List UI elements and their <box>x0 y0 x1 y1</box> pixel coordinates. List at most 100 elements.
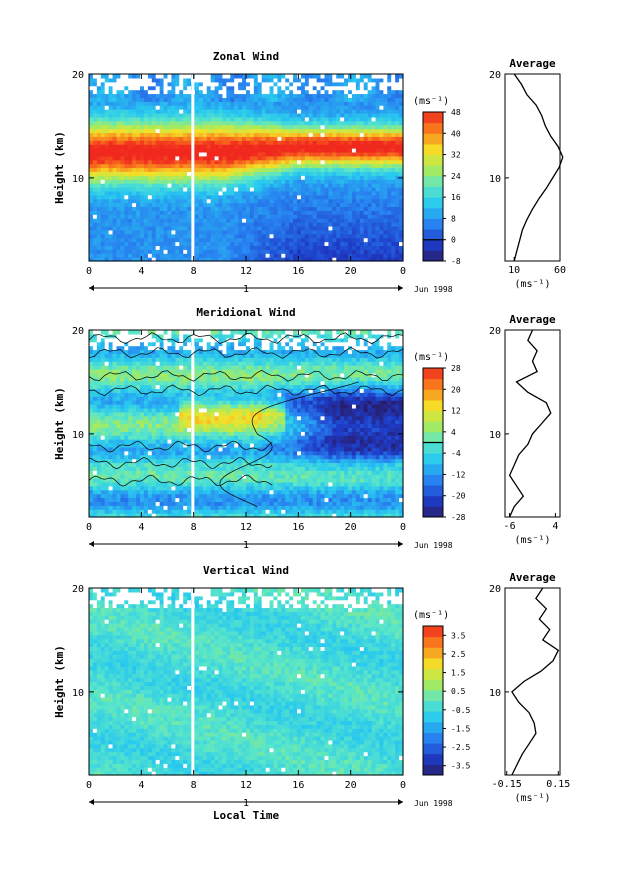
average-x-axis-label: (ms⁻¹) <box>514 535 550 546</box>
y-tick-label: 10 <box>72 174 84 185</box>
x-tick-label: 0 <box>86 780 92 791</box>
y-tick-label: 20 <box>72 70 84 81</box>
colorbar-tick-label: 24 <box>451 172 461 181</box>
average-profile-panel <box>504 73 564 262</box>
colorbar-tick-label: -20 <box>451 492 466 501</box>
colorbar-tick-label: 40 <box>451 129 461 138</box>
colorbar-tick-label: -1.5 <box>451 724 470 733</box>
colorbar-tick-label: 32 <box>451 151 461 160</box>
y-tick-label: 20 <box>72 584 84 595</box>
colorbar-tick-label: 1.5 <box>451 669 466 678</box>
day-label: 1 <box>243 284 249 295</box>
data-gap <box>191 74 195 261</box>
x-tick-label: 20 <box>345 780 357 791</box>
x-tick-label: 8 <box>191 780 197 791</box>
x-tick-label: 20 <box>345 266 357 277</box>
x-tick-label: 0 <box>400 266 406 277</box>
colorbar <box>422 625 446 776</box>
y-axis-label: Height (km) <box>53 645 66 718</box>
average-y-tick-label: 20 <box>489 584 501 595</box>
x-tick-label: 8 <box>191 522 197 533</box>
panel-3 <box>88 587 561 805</box>
panel-title: Meridional Wind <box>196 306 295 319</box>
average-x-tick-label: -6 <box>504 521 516 532</box>
colorbar-unit: (ms⁻¹) <box>413 96 449 107</box>
colorbar <box>422 111 446 262</box>
colorbar-tick-label: 4 <box>451 428 456 437</box>
x-tick-label: 0 <box>400 522 406 533</box>
contour-lines <box>88 332 404 507</box>
colorbar-tick-label: 0 <box>451 236 456 245</box>
average-x-tick-label: 0.15 <box>546 779 570 790</box>
colorbar-tick-label: -12 <box>451 470 466 479</box>
colorbar-tick-label: 28 <box>451 364 461 373</box>
average-title: Average <box>509 57 556 70</box>
date-label: Jun 1998 <box>414 285 453 294</box>
colorbar-tick-label: 2.5 <box>451 650 466 659</box>
colorbar-tick-label: 12 <box>451 407 461 416</box>
colorbar-tick-label: -2.5 <box>451 743 470 752</box>
panel-1 <box>88 73 564 291</box>
average-profile-line <box>508 329 552 518</box>
average-y-tick-label: 20 <box>489 70 501 81</box>
average-y-tick-label: 10 <box>489 688 501 699</box>
average-profile-line <box>513 73 564 262</box>
y-tick-label: 10 <box>72 430 84 441</box>
colorbar-tick-label: 0.5 <box>451 687 466 696</box>
colorbar-tick-label: 16 <box>451 193 461 202</box>
x-tick-label: 0 <box>86 522 92 533</box>
x-tick-label: 16 <box>292 522 304 533</box>
average-x-tick-label: -0.15 <box>492 779 522 790</box>
day-label: 1 <box>243 540 249 551</box>
colorbar-unit: (ms⁻¹) <box>413 610 449 621</box>
x-tick-label: 0 <box>400 780 406 791</box>
panel-2 <box>88 329 561 547</box>
average-y-tick-label: 20 <box>489 326 501 337</box>
colorbar-tick-label: 8 <box>451 214 456 223</box>
colorbar <box>422 367 446 518</box>
y-axis-label: Height (km) <box>53 131 66 204</box>
data-gap <box>191 330 195 517</box>
x-tick-label: 4 <box>138 522 144 533</box>
date-label: Jun 1998 <box>414 541 453 550</box>
average-title: Average <box>509 313 556 326</box>
average-profile-panel <box>504 329 561 518</box>
x-tick-label: 12 <box>240 780 252 791</box>
x-axis-label: Local Time <box>213 809 280 822</box>
colorbar-tick-label: 48 <box>451 108 461 117</box>
average-x-axis-label: (ms⁻¹) <box>514 793 550 804</box>
heatmap-cells <box>89 74 404 262</box>
x-tick-label: 8 <box>191 266 197 277</box>
heatmap-cells <box>89 588 404 776</box>
average-x-axis-label: (ms⁻¹) <box>514 279 550 290</box>
y-tick-label: 10 <box>72 688 84 699</box>
colorbar-tick-label: -4 <box>451 449 461 458</box>
data-gap <box>191 588 195 775</box>
colorbar-tick-label: 3.5 <box>451 631 466 640</box>
colorbar-tick-label: 20 <box>451 385 461 394</box>
colorbar-unit: (ms⁻¹) <box>413 352 449 363</box>
colorbar-tick-label: -3.5 <box>451 762 470 771</box>
colorbar-tick-label: -0.5 <box>451 706 470 715</box>
average-x-tick-label: 10 <box>508 265 520 276</box>
x-tick-label: 12 <box>240 266 252 277</box>
x-tick-label: 4 <box>138 780 144 791</box>
x-tick-label: 20 <box>345 522 357 533</box>
x-tick-label: 0 <box>86 266 92 277</box>
date-label: Jun 1998 <box>414 799 453 808</box>
y-axis-label: Height (km) <box>53 387 66 460</box>
panel-title: Vertical Wind <box>203 564 289 577</box>
x-tick-label: 16 <box>292 266 304 277</box>
x-tick-label: 16 <box>292 780 304 791</box>
average-title: Average <box>509 571 556 584</box>
panel-title: Zonal Wind <box>213 50 279 63</box>
colorbar-tick-label: -8 <box>451 257 461 266</box>
day-label: 1 <box>243 798 249 809</box>
average-profile-panel <box>504 587 561 776</box>
x-tick-label: 12 <box>240 522 252 533</box>
average-y-tick-label: 10 <box>489 430 501 441</box>
colorbar-tick-label: -28 <box>451 513 466 522</box>
average-x-tick-label: 60 <box>554 265 566 276</box>
average-x-tick-label: 4 <box>552 521 558 532</box>
